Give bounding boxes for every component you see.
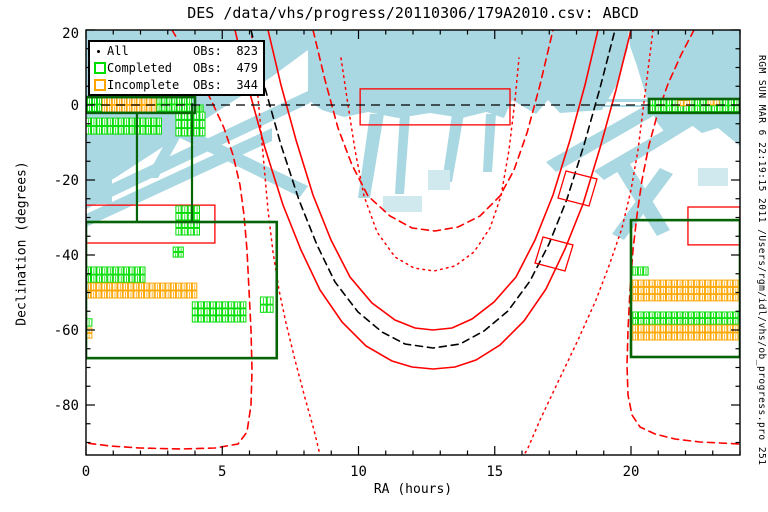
milky-way-region <box>86 90 310 209</box>
ecliptic-center <box>250 30 616 349</box>
ob-tile-strip-completed <box>259 296 274 313</box>
ob-tile-strip-completed <box>86 97 103 112</box>
x-axis-label: RA (hours) <box>373 482 453 497</box>
ob-tile-strip-completed <box>191 301 247 323</box>
y-tick-label: -40 <box>54 248 79 264</box>
legend-box: All OBs: 823 Completed OBs: 479 Incomplete OBs:… <box>88 40 265 96</box>
ob-tile-strip-completed <box>175 111 206 137</box>
y-tick-label: -60 <box>54 323 79 339</box>
right-red-box <box>687 206 740 246</box>
legend-label: Completed <box>107 60 173 75</box>
milky-way-region <box>383 196 422 212</box>
ob-tile-strip-incomplete <box>707 99 720 106</box>
ecliptic-band-lower <box>234 30 632 370</box>
ecliptic-band-upper <box>267 30 599 331</box>
milky-way-region <box>442 114 464 182</box>
legend-label: Incomplete <box>107 77 180 92</box>
ob-tile-strip-completed <box>632 266 649 276</box>
x-tick-label: 10 <box>350 464 367 480</box>
ob-tile-strip-completed <box>175 205 201 236</box>
ob-tile-strip-completed <box>632 311 739 325</box>
x-tick-label: 0 <box>82 464 90 480</box>
legend-count: 344 <box>236 77 258 92</box>
center-red-box <box>359 88 511 126</box>
sun-limit-dashed-left <box>86 30 253 450</box>
legend-count: 479 <box>236 60 258 75</box>
idl-watermark-text: RGM SUN MAR 6 22:19:15 2011 /Users/rgm/i… <box>756 55 767 466</box>
inner-dashed-u <box>312 30 554 232</box>
sun-limit-dotted-right <box>523 30 654 455</box>
milky-way-region <box>358 114 384 198</box>
ob-tile-strip-completed <box>86 266 146 283</box>
x-tick-label: 20 <box>623 464 640 480</box>
legend-row-all: All OBs: 823 <box>94 43 258 59</box>
ob-tile-strip-completed <box>172 246 184 258</box>
milky-way-region <box>395 114 410 194</box>
milky-way-region <box>428 170 450 190</box>
y-tick-label: -20 <box>54 173 79 189</box>
ob-tile-strip-completed <box>86 318 93 327</box>
milky-way-region <box>552 99 648 102</box>
tilted-red-box <box>557 170 598 207</box>
y-tick-label: 20 <box>62 26 79 42</box>
milky-way-region <box>546 52 740 172</box>
left-main-box <box>86 220 279 360</box>
y-tick-label: -80 <box>54 398 79 414</box>
y-tick-label: 0 <box>71 98 79 114</box>
milky-way-region <box>698 168 728 186</box>
axis-ticks <box>85 29 741 455</box>
tick-labels: 0 5 10 15 20 20 0 -20 -40 -60 -80 <box>54 26 640 480</box>
x-tick-label: 15 <box>486 464 503 480</box>
legend-label: All <box>107 44 129 59</box>
milky-way-region <box>86 178 112 204</box>
right-main-box <box>629 218 740 359</box>
all-dot-icon <box>94 49 107 53</box>
ob-tile-strip-incomplete <box>632 279 739 302</box>
plot-title: DES /data/vhs/progress/20110306/179A2010… <box>187 4 639 22</box>
ob-tile-strip-completed <box>195 104 204 113</box>
completed-square-icon <box>94 61 107 74</box>
milky-way-region <box>483 114 496 172</box>
tilted-red-box <box>534 236 574 272</box>
ob-tile-strip-completed <box>86 117 162 135</box>
ob-tile-strip-incomplete <box>632 324 739 341</box>
ob-tile-strip-incomplete <box>86 282 198 299</box>
inner-dotted-u <box>340 57 520 272</box>
legend-obs-label: OBs: <box>193 60 222 75</box>
legend-obs-label: OBs: <box>193 44 222 59</box>
legend-count: 823 <box>236 44 258 59</box>
x-tick-label: 5 <box>218 464 226 480</box>
incomplete-square-icon <box>94 78 107 91</box>
left-red-box <box>86 204 216 244</box>
legend-obs-label: OBs: <box>193 77 222 92</box>
legend-row-incomplete: Incomplete OBs: 344 <box>94 77 258 93</box>
legend-row-completed: Completed OBs: 479 <box>94 60 258 76</box>
ob-tile-strip-completed <box>156 97 192 112</box>
milky-way-region <box>612 168 673 240</box>
y-axis-label: Declination (degrees) <box>14 161 30 326</box>
